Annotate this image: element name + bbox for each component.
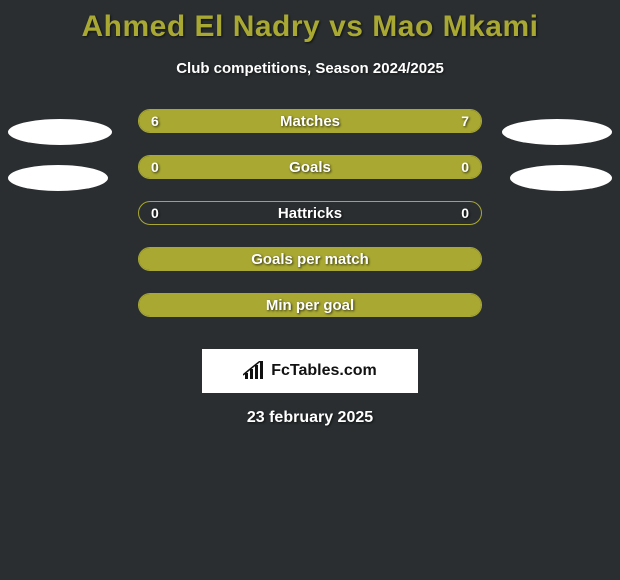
stat-label: Matches: [139, 110, 481, 132]
comparison-row: Goals per match: [0, 247, 620, 293]
subtitle: Club competitions, Season 2024/2025: [0, 60, 620, 77]
comparison-row: 67Matches: [0, 109, 620, 155]
date-text: 23 february 2025: [0, 409, 620, 427]
player-left-avatar: [8, 119, 112, 145]
stat-bar: 67Matches: [138, 109, 482, 133]
stat-bar: 00Hattricks: [138, 201, 482, 225]
brand-chart-icon: [243, 361, 267, 381]
stat-label: Min per goal: [139, 294, 481, 316]
player-right-avatar: [502, 119, 612, 145]
stat-bar: 00Goals: [138, 155, 482, 179]
brand-box: FcTables.com: [202, 349, 418, 393]
comparison-rows: 67Matches 00Goals 00Hattricks Goals per mat…: [0, 109, 620, 339]
stat-label: Goals per match: [139, 248, 481, 270]
stat-label: Hattricks: [139, 202, 481, 224]
comparison-row: 00Goals: [0, 155, 620, 201]
comparison-row: 00Hattricks: [0, 201, 620, 247]
stat-label: Goals: [139, 156, 481, 178]
brand-text: FcTables.com: [271, 362, 377, 380]
stat-bar: Goals per match: [138, 247, 482, 271]
page-title: Ahmed El Nadry vs Mao Mkami: [0, 0, 620, 44]
player-left-avatar: [8, 165, 108, 191]
comparison-row: Min per goal: [0, 293, 620, 339]
stat-bar: Min per goal: [138, 293, 482, 317]
player-right-avatar: [510, 165, 612, 191]
